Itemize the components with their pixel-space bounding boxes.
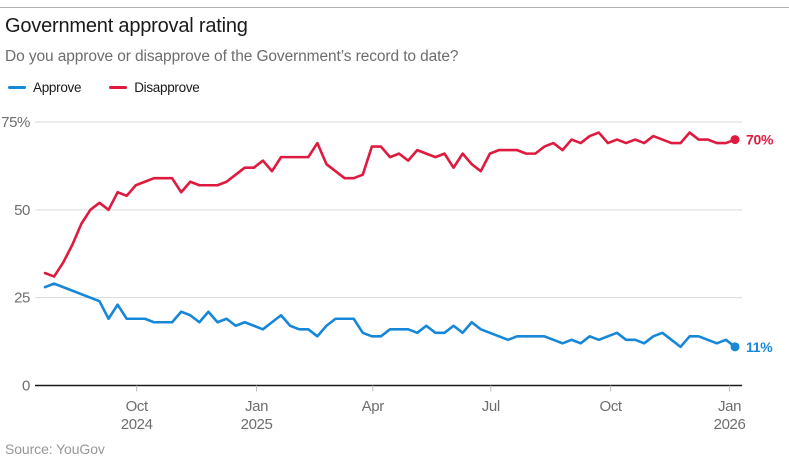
chart-subtitle: Do you approve or disapprove of the Gove… (5, 48, 459, 65)
x-axis-label: 2026 (714, 416, 746, 433)
legend-label-approve: Approve (33, 80, 82, 95)
x-axis-label: Jan (718, 398, 741, 415)
x-axis-label: Apr (362, 398, 385, 415)
legend-item-disapprove: Disapprove (109, 80, 200, 95)
x-axis-label: Jul (482, 398, 500, 415)
x-axis-label: 2025 (241, 416, 273, 433)
chart-legend: Approve Disapprove (8, 80, 200, 95)
disapprove-line (43, 131, 737, 278)
x-axis-label: Jan (245, 398, 268, 415)
approve-end-label: 11% (746, 339, 773, 355)
top-divider (0, 7, 789, 8)
disapprove-end-label: 70% (746, 132, 774, 148)
legend-label-disapprove: Disapprove (134, 80, 200, 95)
x-axis-label: Oct (600, 398, 623, 415)
approve-end-dot (730, 342, 740, 352)
x-axis-label: Oct (126, 398, 149, 415)
y-axis-label-50: 50 (14, 202, 30, 219)
chart-title: Government approval rating (5, 15, 248, 37)
approve-swatch (8, 85, 26, 90)
disapprove-swatch (109, 85, 128, 90)
disapprove-end-dot (730, 135, 740, 145)
x-axis-label: 2024 (121, 416, 153, 433)
source-note: Source: YouGov (5, 441, 105, 457)
y-axis-label-0: 0 (22, 378, 30, 395)
y-axis-label-25: 25 (14, 290, 30, 307)
legend-item-approve: Approve (8, 80, 81, 95)
approve-line (43, 282, 737, 349)
y-axis-label-75: 75% (1, 114, 30, 131)
